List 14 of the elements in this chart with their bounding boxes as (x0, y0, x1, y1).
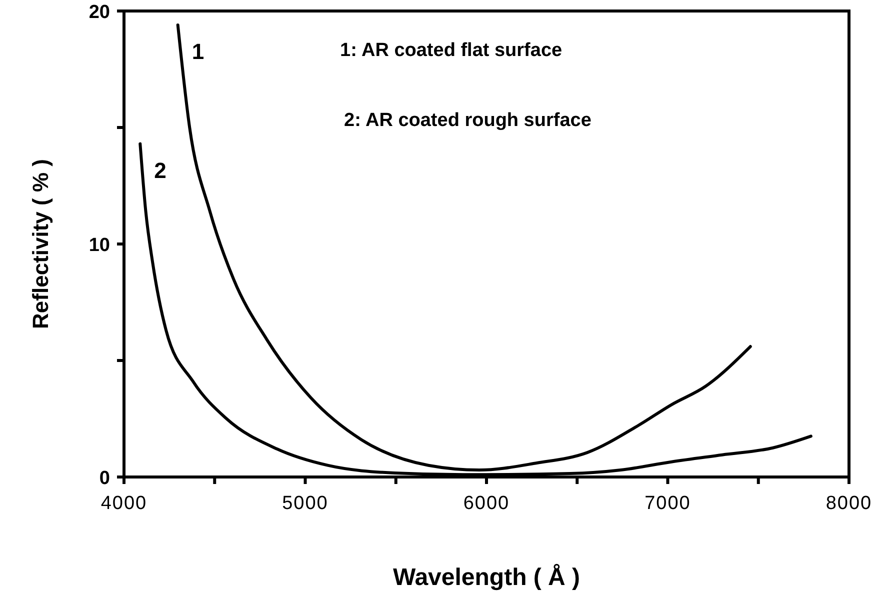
x-tick-label: 5000 (282, 493, 328, 514)
annotation: 1: AR coated flat surface (340, 40, 562, 61)
x-tick-label: 8000 (826, 493, 872, 514)
series-label: 2 (154, 158, 166, 183)
y-tick-label: 20 (88, 2, 110, 23)
x-tick-label: 4000 (100, 493, 148, 514)
x-tick-label: 7000 (644, 493, 691, 514)
x-axis-title: Wavelength ( Å ) (392, 563, 580, 591)
x-tick-label: 6000 (463, 493, 510, 514)
y-tick-label: 0 (99, 468, 110, 489)
annotation: 2: AR coated rough surface (344, 110, 592, 131)
series-label: 1 (192, 38, 204, 64)
y-tick-label: 10 (88, 235, 110, 256)
y-axis-title: Reflectivity ( % ) (28, 159, 53, 329)
